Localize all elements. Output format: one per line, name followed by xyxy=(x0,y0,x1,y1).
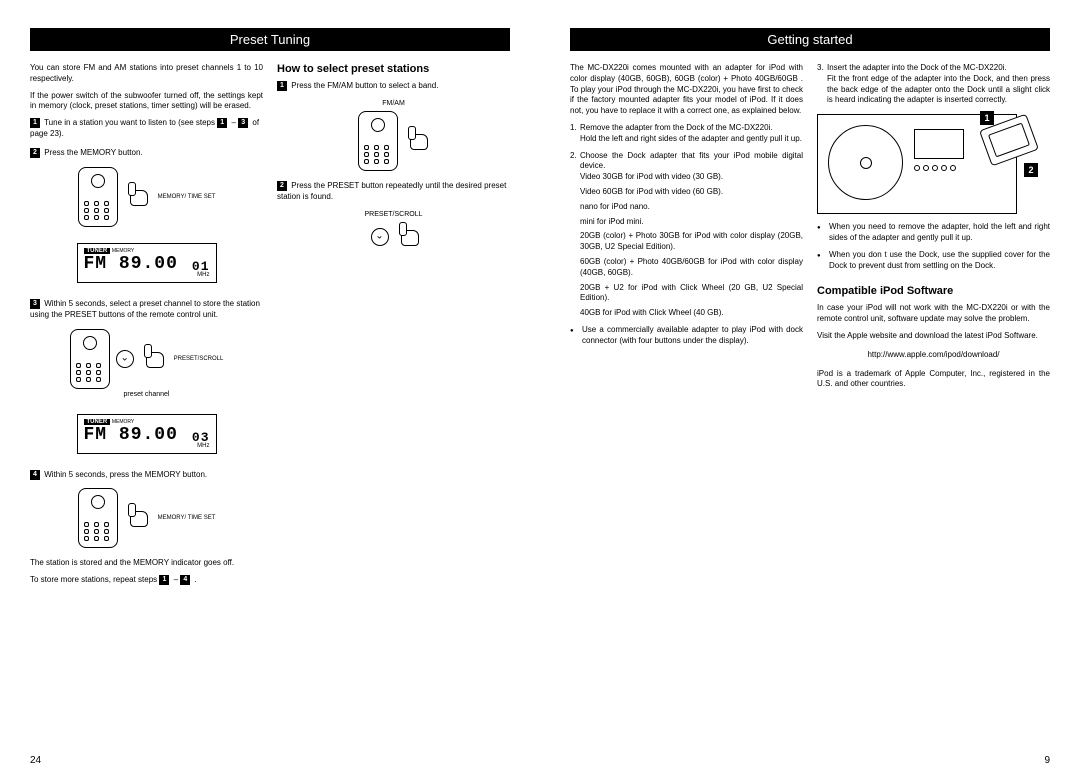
software-title: Compatible iPod Software xyxy=(817,285,1050,297)
preset-caption: preset channel xyxy=(30,391,263,398)
hand-icon xyxy=(120,503,150,533)
bullet-list: Use a commercially available adapter to … xyxy=(570,325,803,347)
device-illustration: 1 2 xyxy=(817,114,1017,214)
preset-scroll-label: PRESET/SCROLL xyxy=(174,356,224,362)
closing-2: To store more stations, repeat steps 1 –… xyxy=(30,575,263,586)
left-columns: You can store FM and AM stations into pr… xyxy=(30,63,510,592)
bullet-item: When you don t use the Dock, use the sup… xyxy=(829,250,1050,272)
scroll-icon xyxy=(371,228,389,246)
c2-step-2: 2 Press the PRESET button repeatedly unt… xyxy=(277,181,510,203)
intro-text-1: You can store FM and AM stations into pr… xyxy=(30,63,263,85)
software-text-2: Visit the Apple website and download the… xyxy=(817,331,1050,342)
left-page: Preset Tuning You can store FM and AM st… xyxy=(0,0,540,780)
bullet-item: When you need to remove the adapter, hol… xyxy=(829,222,1050,244)
hand-icon xyxy=(400,126,430,156)
right-col-1: The MC-DX220i comes mounted with an adap… xyxy=(570,63,803,396)
ref-icon: 1 xyxy=(159,575,169,585)
lcd-freq: FM 89.00 xyxy=(84,425,178,445)
hand-icon xyxy=(120,182,150,212)
memory-label: MEMORY/ TIME SET xyxy=(158,515,216,521)
step-3: 3 Within 5 seconds, select a preset chan… xyxy=(30,299,263,321)
bullet-item: Use a commercially available adapter to … xyxy=(582,325,803,347)
software-text-1: In case your iPod will not work with the… xyxy=(817,303,1050,325)
remote-icon xyxy=(78,167,118,227)
bullet-list-2: When you need to remove the adapter, hol… xyxy=(817,222,1050,271)
button-row-icon xyxy=(914,165,956,171)
lcd-figure-2: TUNER MEMORY FM 89.00 03 MHz xyxy=(30,408,263,460)
remote-icon xyxy=(358,111,398,171)
trademark: iPod is a trademark of Apple Computer, I… xyxy=(817,369,1050,391)
step-number-icon: 4 xyxy=(30,470,40,480)
hand-icon xyxy=(391,222,421,252)
numbered-list: 1.Remove the adapter from the Dock of th… xyxy=(570,123,803,319)
remote-figure-3: MEMORY/ TIME SET xyxy=(30,488,263,548)
remote-figure-2: PRESET/SCROLL preset channel xyxy=(30,329,263,398)
numbered-list-2: 3.Insert the adapter into the Dock of th… xyxy=(817,63,1050,106)
closing-1: The station is stored and the MEMORY ind… xyxy=(30,558,263,569)
right-page: Getting started The MC-DX220i comes moun… xyxy=(540,0,1080,780)
step-number-icon: 1 xyxy=(277,81,287,91)
lcd-figure-1: TUNER MEMORY FM 89.00 01 MHz xyxy=(30,237,263,289)
remote-figure-preset: PRESET/SCROLL xyxy=(277,211,510,252)
ref-icon: 4 xyxy=(180,575,190,585)
scroll-icon xyxy=(116,350,134,368)
intro: The MC-DX220i comes mounted with an adap… xyxy=(570,63,803,117)
step-number-icon: 2 xyxy=(30,148,40,158)
page-number: 9 xyxy=(1044,755,1050,766)
memory-label: MEMORY/ TIME SET xyxy=(158,194,216,200)
step-1: 1 Tune in a station you want to listen t… xyxy=(30,118,263,140)
c2-step-1: 1 Press the FM/AM button to select a ban… xyxy=(277,81,510,92)
remote-icon xyxy=(70,329,110,389)
section-title: How to select preset stations xyxy=(277,63,510,75)
lcd-freq: FM 89.00 xyxy=(84,254,178,274)
remote-figure-fmam: FM/AM xyxy=(277,100,510,171)
ref-icon: 1 xyxy=(217,118,227,128)
download-url: http://www.apple.com/ipod/download/ xyxy=(817,350,1050,361)
intro-text-2: If the power switch of the subwoofer tur… xyxy=(30,91,263,113)
step-2: 2 Press the MEMORY button. xyxy=(30,148,263,159)
lcd-preset: 01 xyxy=(192,259,210,274)
right-header: Getting started xyxy=(570,28,1050,51)
remote-icon xyxy=(78,488,118,548)
page-spread: Preset Tuning You can store FM and AM st… xyxy=(0,0,1080,780)
lcd-preset: 03 xyxy=(192,430,210,445)
remote-figure: MEMORY/ TIME SET xyxy=(30,167,263,227)
callout-2: 2 xyxy=(1024,163,1038,177)
screen-icon xyxy=(914,129,964,159)
step-number-icon: 1 xyxy=(30,118,40,128)
step-number-icon: 2 xyxy=(277,181,287,191)
right-columns: The MC-DX220i comes mounted with an adap… xyxy=(570,63,1050,396)
left-col-2: How to select preset stations 1 Press th… xyxy=(277,63,510,592)
left-col-1: You can store FM and AM stations into pr… xyxy=(30,63,263,592)
step-4: 4 Within 5 seconds, press the MEMORY but… xyxy=(30,470,263,481)
ref-icon: 3 xyxy=(238,118,248,128)
right-col-2: 3.Insert the adapter into the Dock of th… xyxy=(817,63,1050,396)
disc-icon xyxy=(828,125,903,200)
callout-1: 1 xyxy=(980,111,994,125)
left-header: Preset Tuning xyxy=(30,28,510,51)
page-number: 24 xyxy=(30,755,41,766)
step-number-icon: 3 xyxy=(30,299,40,309)
hand-icon xyxy=(136,344,166,374)
